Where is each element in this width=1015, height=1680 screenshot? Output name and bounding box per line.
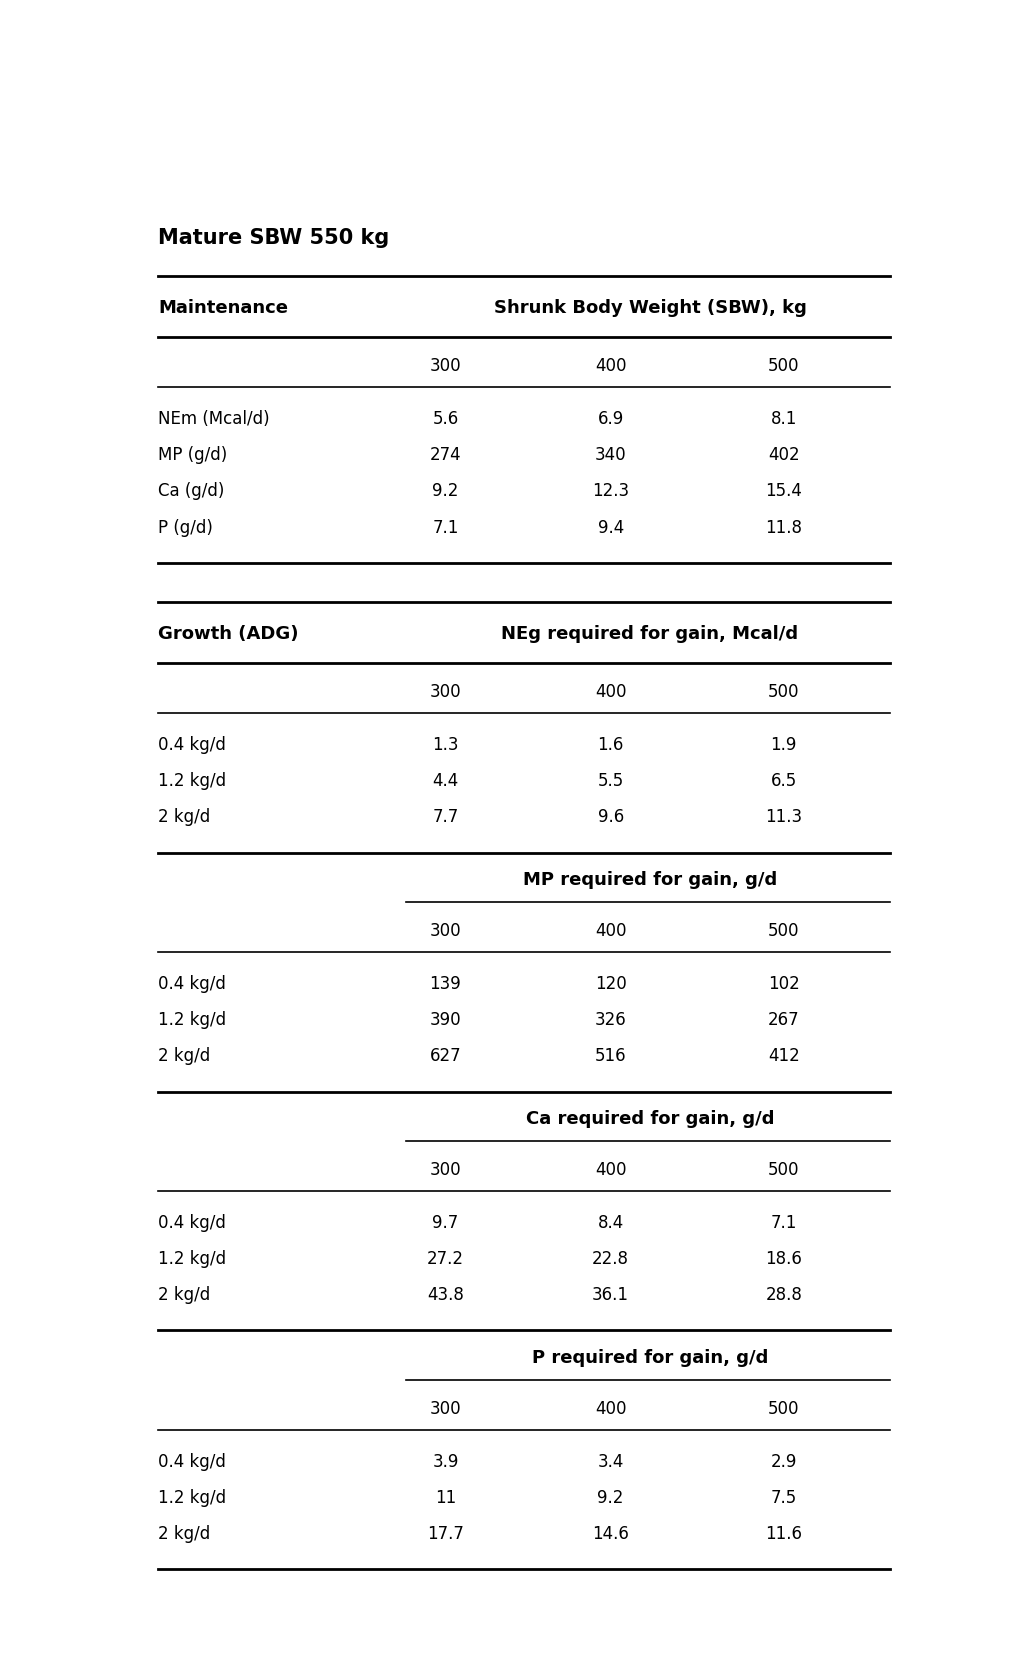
Text: 500: 500: [768, 1161, 800, 1178]
Text: 500: 500: [768, 922, 800, 939]
Text: 102: 102: [767, 974, 800, 993]
Text: 516: 516: [595, 1047, 626, 1065]
Text: 5.6: 5.6: [432, 410, 459, 428]
Text: 6.9: 6.9: [598, 410, 624, 428]
Text: 14.6: 14.6: [592, 1524, 629, 1542]
Text: 500: 500: [768, 682, 800, 701]
Text: Ca required for gain, g/d: Ca required for gain, g/d: [526, 1109, 774, 1127]
Text: 3.9: 3.9: [432, 1452, 459, 1470]
Text: 9.7: 9.7: [432, 1213, 459, 1231]
Text: 2 kg/d: 2 kg/d: [158, 1524, 210, 1542]
Text: 1.9: 1.9: [770, 736, 797, 753]
Text: 6.5: 6.5: [770, 771, 797, 790]
Text: 120: 120: [595, 974, 626, 993]
Text: 500: 500: [768, 358, 800, 375]
Text: 1.2 kg/d: 1.2 kg/d: [158, 1488, 226, 1505]
Text: 9.2: 9.2: [598, 1488, 624, 1505]
Text: 1.2 kg/d: 1.2 kg/d: [158, 1010, 226, 1028]
Text: NEm (Mcal/d): NEm (Mcal/d): [158, 410, 270, 428]
Text: 1.3: 1.3: [432, 736, 459, 753]
Text: 8.1: 8.1: [770, 410, 797, 428]
Text: 17.7: 17.7: [427, 1524, 464, 1542]
Text: Shrunk Body Weight (SBW), kg: Shrunk Body Weight (SBW), kg: [493, 299, 807, 316]
Text: 402: 402: [768, 445, 800, 464]
Text: 400: 400: [595, 358, 626, 375]
Text: 43.8: 43.8: [427, 1285, 464, 1304]
Text: 5.5: 5.5: [598, 771, 624, 790]
Text: 300: 300: [429, 1399, 461, 1418]
Text: MP (g/d): MP (g/d): [158, 445, 227, 464]
Text: 400: 400: [595, 682, 626, 701]
Text: 11.6: 11.6: [765, 1524, 802, 1542]
Text: 139: 139: [429, 974, 462, 993]
Text: 11: 11: [434, 1488, 456, 1505]
Text: 267: 267: [768, 1010, 800, 1028]
Text: 1.2 kg/d: 1.2 kg/d: [158, 1250, 226, 1267]
Text: 18.6: 18.6: [765, 1250, 802, 1267]
Text: 9.2: 9.2: [432, 482, 459, 501]
Text: 8.4: 8.4: [598, 1213, 624, 1231]
Text: 11.3: 11.3: [765, 808, 802, 827]
Text: 2 kg/d: 2 kg/d: [158, 1285, 210, 1304]
Text: 9.6: 9.6: [598, 808, 624, 827]
Text: 0.4 kg/d: 0.4 kg/d: [158, 974, 226, 993]
Text: 7.7: 7.7: [432, 808, 459, 827]
Text: 412: 412: [767, 1047, 800, 1065]
Text: 300: 300: [429, 922, 461, 939]
Text: 300: 300: [429, 682, 461, 701]
Text: MP required for gain, g/d: MP required for gain, g/d: [523, 870, 777, 889]
Text: 28.8: 28.8: [765, 1285, 802, 1304]
Text: 400: 400: [595, 1161, 626, 1178]
Text: 300: 300: [429, 1161, 461, 1178]
Text: 0.4 kg/d: 0.4 kg/d: [158, 736, 226, 753]
Text: 7.5: 7.5: [770, 1488, 797, 1505]
Text: NEg required for gain, Mcal/d: NEg required for gain, Mcal/d: [501, 625, 799, 642]
Text: 627: 627: [429, 1047, 461, 1065]
Text: 36.1: 36.1: [592, 1285, 629, 1304]
Text: 11.8: 11.8: [765, 519, 802, 536]
Text: Mature SBW 550 kg: Mature SBW 550 kg: [158, 228, 390, 249]
Text: 0.4 kg/d: 0.4 kg/d: [158, 1213, 226, 1231]
Text: 1.6: 1.6: [598, 736, 624, 753]
Text: Growth (ADG): Growth (ADG): [158, 625, 298, 642]
Text: P (g/d): P (g/d): [158, 519, 213, 536]
Text: 7.1: 7.1: [432, 519, 459, 536]
Text: 300: 300: [429, 358, 461, 375]
Text: 15.4: 15.4: [765, 482, 802, 501]
Text: P required for gain, g/d: P required for gain, g/d: [532, 1347, 768, 1366]
Text: 390: 390: [429, 1010, 461, 1028]
Text: 2.9: 2.9: [770, 1452, 797, 1470]
Text: 326: 326: [595, 1010, 626, 1028]
Text: 500: 500: [768, 1399, 800, 1418]
Text: 27.2: 27.2: [427, 1250, 464, 1267]
Text: 2 kg/d: 2 kg/d: [158, 808, 210, 827]
Text: 22.8: 22.8: [592, 1250, 629, 1267]
Text: 274: 274: [429, 445, 461, 464]
Text: Ca (g/d): Ca (g/d): [158, 482, 224, 501]
Text: 9.4: 9.4: [598, 519, 624, 536]
Text: Maintenance: Maintenance: [158, 299, 288, 316]
Text: 2 kg/d: 2 kg/d: [158, 1047, 210, 1065]
Text: 3.4: 3.4: [598, 1452, 624, 1470]
Text: 0.4 kg/d: 0.4 kg/d: [158, 1452, 226, 1470]
Text: 7.1: 7.1: [770, 1213, 797, 1231]
Text: 4.4: 4.4: [432, 771, 459, 790]
Text: 400: 400: [595, 922, 626, 939]
Text: 1.2 kg/d: 1.2 kg/d: [158, 771, 226, 790]
Text: 12.3: 12.3: [592, 482, 629, 501]
Text: 400: 400: [595, 1399, 626, 1418]
Text: 340: 340: [595, 445, 626, 464]
